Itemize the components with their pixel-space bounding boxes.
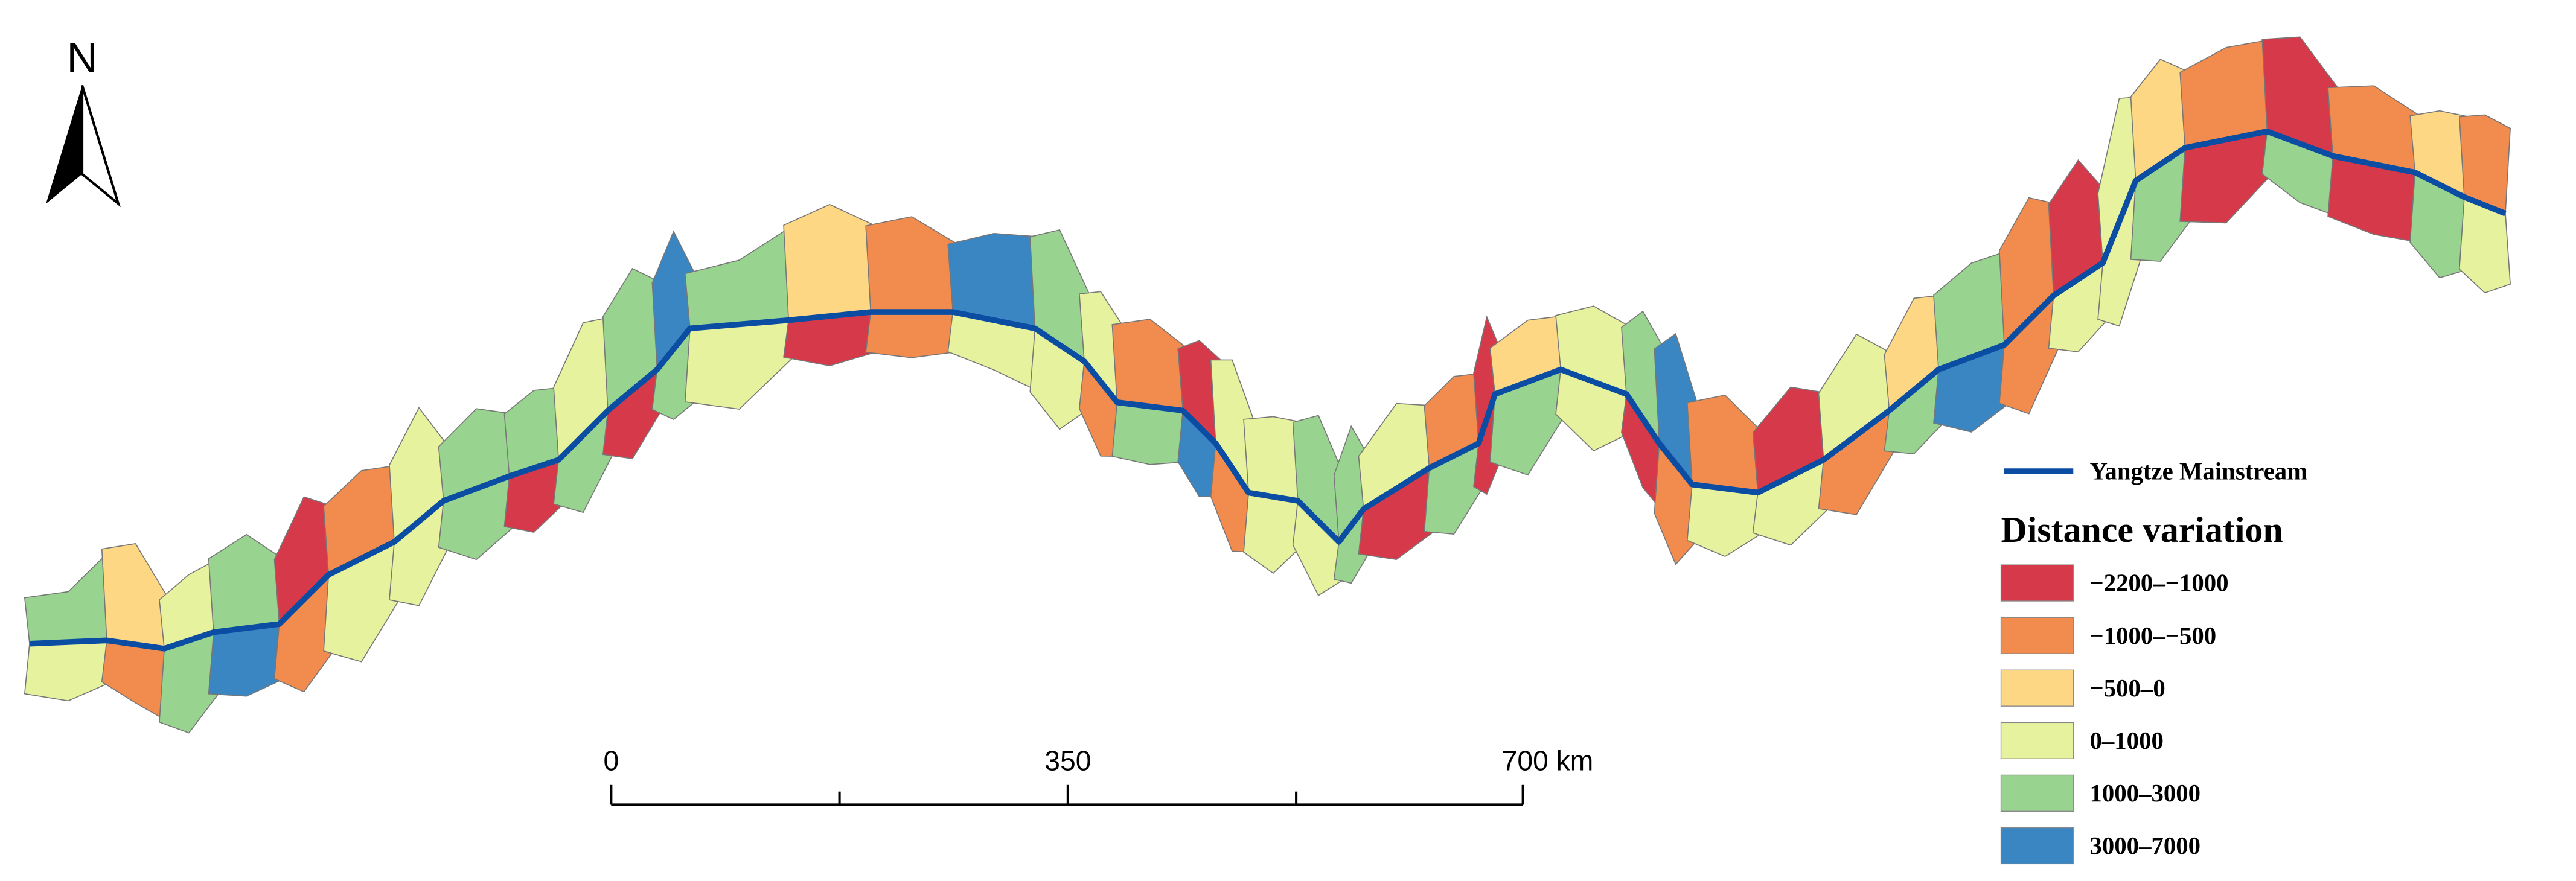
scale-bar — [610, 784, 1524, 806]
arrow-left — [46, 85, 83, 204]
legend-swatch — [2000, 617, 2074, 654]
region — [783, 204, 877, 321]
legend-river-label: Yangtze Mainstream — [2089, 458, 2307, 485]
legend-swatch — [2000, 564, 2074, 602]
legend-label: −2200–−1000 — [2089, 570, 2228, 597]
legend-swatch — [2000, 774, 2074, 812]
arrow-right — [81, 84, 121, 208]
legend-swatch — [2000, 669, 2074, 707]
scale-label: 350 — [1044, 745, 1091, 776]
region — [865, 311, 959, 358]
north-label: N — [67, 34, 98, 81]
legend-label: 0–1000 — [2089, 727, 2163, 754]
legend-label: −1000–−500 — [2089, 622, 2216, 649]
regions — [24, 36, 2511, 734]
north-arrow: N — [46, 34, 121, 208]
legend-swatch — [2000, 827, 2074, 865]
legend-label: 3000–7000 — [2089, 832, 2200, 859]
legend-label: 1000–3000 — [2089, 780, 2200, 807]
legend-title: Distance variation — [2001, 510, 2283, 550]
legend-label: −500–0 — [2089, 675, 2165, 702]
scale-label: 700 km — [1502, 745, 1594, 776]
river — [29, 128, 2507, 652]
legend: Yangtze Mainstream Distance variation −2… — [2000, 458, 2307, 865]
legend-swatch — [2000, 722, 2074, 759]
scale-label: 0 — [603, 745, 619, 776]
